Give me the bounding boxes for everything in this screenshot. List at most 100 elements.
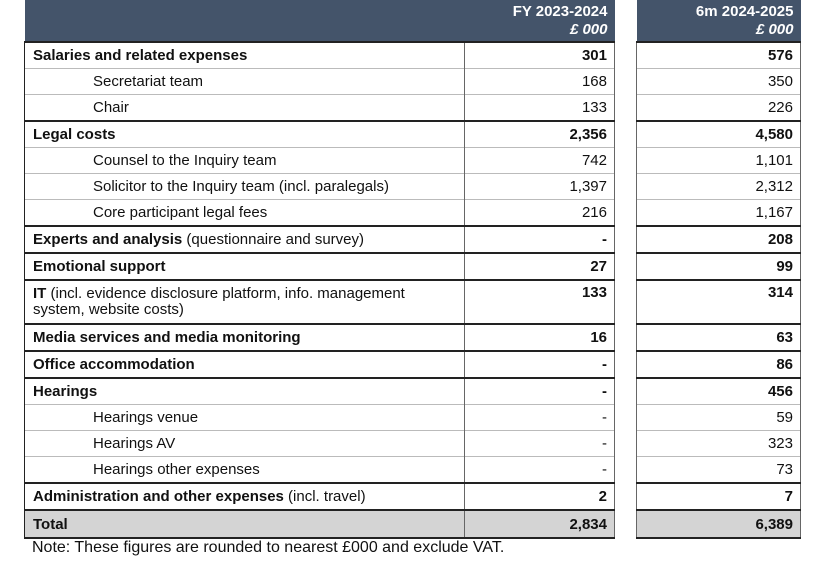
expenditure-table-container: FY 2023-2024 £ 000 6m 2024-2025 £ 000 Sa… xyxy=(24,0,801,539)
row-label-text: Office accommodation xyxy=(33,356,195,373)
column-gap xyxy=(614,351,637,378)
row-label: Administration and other expenses (incl.… xyxy=(24,482,465,510)
column-gap xyxy=(614,94,637,121)
fy-2023-2024-value: 133 xyxy=(464,94,615,121)
table-row: Solicitor to the Inquiry team (incl. par… xyxy=(24,173,801,200)
row-label-text: Hearings xyxy=(33,383,98,400)
row-label-text: Administration and other expenses xyxy=(33,488,284,505)
fy-2023-2024-value: 27 xyxy=(464,252,615,280)
6m-2024-2025-value: 63 xyxy=(636,323,801,351)
6m-2024-2025-value: 2,312 xyxy=(636,173,801,200)
column-gap xyxy=(614,456,637,483)
table-row: Administration and other expenses (incl.… xyxy=(24,482,801,510)
6m-2024-2025-value: 323 xyxy=(636,430,801,457)
row-label: Salaries and related expenses xyxy=(24,41,465,69)
fy-2023-2024-value: 2,834 xyxy=(464,509,615,539)
header-fy-2023-2024: FY 2023-2024 £ 000 xyxy=(464,0,615,42)
table-header-row: FY 2023-2024 £ 000 6m 2024-2025 £ 000 xyxy=(24,0,801,42)
row-label: Emotional support xyxy=(24,252,465,280)
column-gap xyxy=(614,324,637,351)
table-row: Counsel to the Inquiry team 742 1,101 xyxy=(24,147,801,174)
table-row: Emotional support 27 99 xyxy=(24,252,801,280)
row-label: Hearings other expenses xyxy=(24,456,465,483)
6m-2024-2025-value: 73 xyxy=(636,456,801,483)
row-label: Total xyxy=(24,509,465,539)
row-label-note: (incl. evidence disclosure platform, inf… xyxy=(33,285,405,318)
column-gap xyxy=(614,121,637,148)
header-fy-title: FY 2023-2024 xyxy=(512,3,608,20)
row-label-text: Hearings venue xyxy=(93,409,199,426)
row-label: Legal costs xyxy=(24,120,465,148)
table-row: Salaries and related expenses 301 576 xyxy=(24,41,801,69)
6m-2024-2025-value: 576 xyxy=(636,41,801,69)
column-gap xyxy=(614,173,637,200)
header-6m-2024-2025: 6m 2024-2025 £ 000 xyxy=(636,0,801,42)
column-gap xyxy=(614,42,637,69)
6m-2024-2025-value: 1,101 xyxy=(636,147,801,174)
column-gap xyxy=(614,483,637,510)
row-label-note: (questionnaire and survey) xyxy=(182,231,365,248)
table-row: Experts and analysis (questionnaire and … xyxy=(24,225,801,253)
header-fy-unit: £ 000 xyxy=(569,21,608,38)
row-label-text: Legal costs xyxy=(33,126,116,143)
row-label: Media services and media monitoring xyxy=(24,323,465,351)
row-label: Chair xyxy=(24,94,465,121)
table-row: Hearings AV -323 xyxy=(24,430,801,457)
6m-2024-2025-value: 7 xyxy=(636,482,801,510)
fy-2023-2024-value: - xyxy=(464,456,615,483)
6m-2024-2025-value: 314 xyxy=(636,279,801,324)
table-row: IT (incl. evidence disclosure platform, … xyxy=(24,279,801,324)
header-blank-cell xyxy=(24,0,465,42)
row-label-note: (incl. travel) xyxy=(283,488,366,505)
6m-2024-2025-value: 456 xyxy=(636,377,801,405)
fy-2023-2024-value: 301 xyxy=(464,41,615,69)
column-gap xyxy=(614,253,637,280)
row-label: Solicitor to the Inquiry team (incl. par… xyxy=(24,173,465,200)
row-label-text: Salaries and related expenses xyxy=(33,47,248,64)
row-label-text: Core participant legal fees xyxy=(93,204,268,221)
table-body: Salaries and related expenses 301 576 Secre… xyxy=(24,41,801,539)
fy-2023-2024-value: - xyxy=(464,225,615,253)
row-label-text: Hearings AV xyxy=(93,435,176,452)
table-row: Media services and media monitoring 16 63 xyxy=(24,323,801,351)
total-row: Total 2,834 6,389 xyxy=(24,509,801,539)
fy-2023-2024-value: 2,356 xyxy=(464,120,615,148)
header-6m-title: 6m 2024-2025 xyxy=(695,3,794,20)
fy-2023-2024-value: 216 xyxy=(464,199,615,226)
row-label: Hearings AV xyxy=(24,430,465,457)
table-row: Hearings venue -59 xyxy=(24,404,801,431)
row-label: IT (incl. evidence disclosure platform, … xyxy=(24,279,465,324)
fy-2023-2024-value: 742 xyxy=(464,147,615,174)
table-row: Legal costs 2,356 4,580 xyxy=(24,120,801,148)
row-label: Core participant legal fees xyxy=(24,199,465,226)
6m-2024-2025-value: 208 xyxy=(636,225,801,253)
expenditure-table: FY 2023-2024 £ 000 6m 2024-2025 £ 000 Sa… xyxy=(24,0,801,539)
column-gap xyxy=(614,430,637,457)
row-label: Office accommodation xyxy=(24,350,465,378)
row-label-text: Emotional support xyxy=(33,258,166,275)
6m-2024-2025-value: 6,389 xyxy=(636,509,801,539)
6m-2024-2025-value: 99 xyxy=(636,252,801,280)
fy-2023-2024-value: 133 xyxy=(464,279,615,324)
6m-2024-2025-value: 350 xyxy=(636,68,801,95)
fy-2023-2024-value: 168 xyxy=(464,68,615,95)
table-row: Secretariat team 168 350 xyxy=(24,68,801,95)
fy-2023-2024-value: - xyxy=(464,404,615,431)
fy-2023-2024-value: 1,397 xyxy=(464,173,615,200)
header-6m-unit: £ 000 xyxy=(755,21,794,38)
row-label-text: Media services and media monitoring xyxy=(33,329,301,346)
row-label: Hearings xyxy=(24,377,465,405)
column-gap xyxy=(614,510,637,538)
6m-2024-2025-value: 59 xyxy=(636,404,801,431)
row-label: Experts and analysis (questionnaire and … xyxy=(24,225,465,253)
column-gap xyxy=(614,404,637,431)
6m-2024-2025-value: 4,580 xyxy=(636,120,801,148)
table-row: Hearings -456 xyxy=(24,377,801,405)
fy-2023-2024-value: - xyxy=(464,350,615,378)
header-gap xyxy=(614,0,637,42)
fy-2023-2024-value: 2 xyxy=(464,482,615,510)
table-row: Hearings other expenses -73 xyxy=(24,456,801,483)
row-label-text: IT xyxy=(33,285,47,302)
row-label: Secretariat team xyxy=(24,68,465,95)
row-label-text: Experts and analysis xyxy=(33,231,183,248)
